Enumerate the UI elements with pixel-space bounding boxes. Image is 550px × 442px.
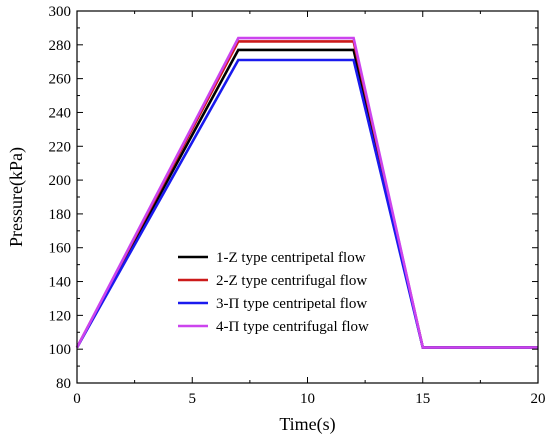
y-tick-label: 180 [49, 207, 72, 223]
y-tick-label: 220 [49, 139, 72, 155]
y-tick-label: 240 [49, 105, 72, 121]
y-tick-label: 80 [56, 376, 71, 392]
y-axis-title: Pressure(kPa) [6, 147, 27, 247]
y-tick-label: 140 [49, 275, 72, 291]
legend-label-1: 1-Z type centripetal flow [216, 250, 366, 266]
x-tick-label: 5 [189, 391, 197, 407]
y-tick-label: 200 [49, 173, 72, 189]
legend-label-3: 3-Π type centripetal flow [216, 296, 367, 312]
y-tick-label: 300 [49, 4, 72, 20]
y-tick-label: 160 [49, 241, 72, 257]
y-tick-label: 100 [49, 342, 72, 358]
ticks-layer: 0 5 10 15 20 80 100 120 140 160 180 200 220 240 260 280… [49, 4, 546, 407]
x-tick-label: 20 [531, 391, 546, 407]
series-line-4 [75, 36, 538, 349]
legend-label-2: 2-Z type centrifugal flow [216, 273, 367, 289]
series-layer [75, 36, 538, 349]
x-tick-label: 15 [415, 391, 430, 407]
y-tick-label: 280 [49, 38, 72, 54]
y-tick-label: 120 [49, 308, 72, 324]
legend-label-4: 4-Π type centrifugal flow [216, 319, 369, 335]
x-tick-label: 0 [73, 391, 81, 407]
legend: 1-Z type centripetal flow 2-Z type centri… [178, 250, 369, 335]
x-axis-title: Time(s) [279, 414, 335, 435]
y-tick-label: 260 [49, 72, 72, 88]
x-tick-label: 10 [300, 391, 315, 407]
